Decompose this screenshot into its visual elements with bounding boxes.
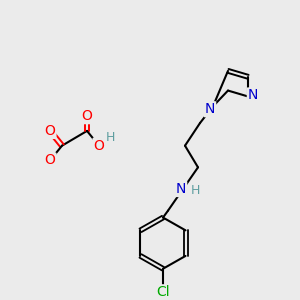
Text: H: H	[190, 184, 200, 197]
Text: H: H	[105, 131, 115, 144]
Text: O: O	[45, 124, 56, 138]
Text: Cl: Cl	[156, 285, 170, 299]
Text: N: N	[205, 102, 215, 116]
Text: N: N	[248, 88, 258, 103]
Text: O: O	[94, 139, 104, 153]
Text: O: O	[45, 154, 56, 167]
Text: N: N	[176, 182, 186, 196]
Text: O: O	[82, 109, 92, 123]
